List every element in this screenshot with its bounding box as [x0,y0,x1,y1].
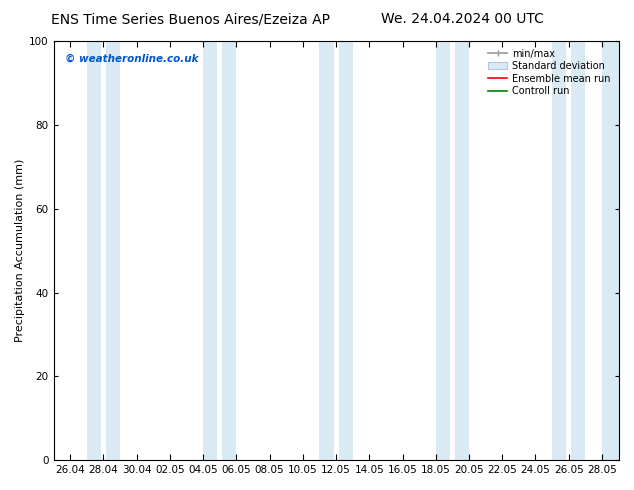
Legend: min/max, Standard deviation, Ensemble mean run, Controll run: min/max, Standard deviation, Ensemble me… [485,46,614,99]
Bar [106,41,120,460]
Bar [87,41,101,460]
Bar [203,41,217,460]
Bar [602,41,619,460]
Bar [455,41,469,460]
Bar [223,41,236,460]
Bar [571,41,585,460]
Bar [320,41,333,460]
Bar [339,41,353,460]
Y-axis label: Precipitation Accumulation (mm): Precipitation Accumulation (mm) [15,159,25,343]
Bar [436,41,450,460]
Text: ENS Time Series Buenos Aires/Ezeiza AP: ENS Time Series Buenos Aires/Ezeiza AP [51,12,330,26]
Text: We. 24.04.2024 00 UTC: We. 24.04.2024 00 UTC [382,12,544,26]
Text: © weatheronline.co.uk: © weatheronline.co.uk [65,53,198,64]
Bar [552,41,566,460]
